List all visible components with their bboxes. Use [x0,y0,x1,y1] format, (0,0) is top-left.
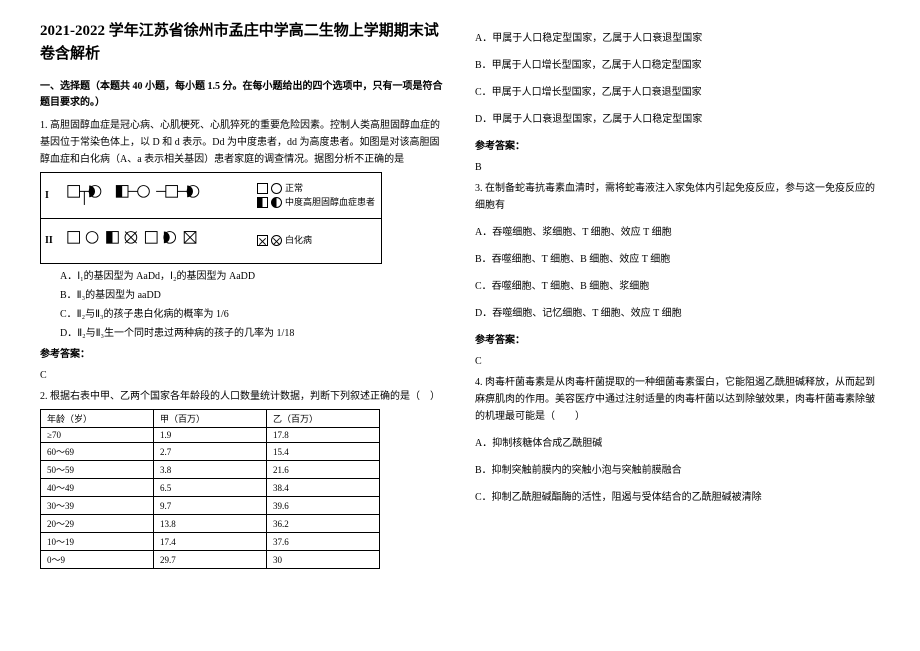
q4-opt-b: B．抑制突触前膜内的突触小泡与突触前膜融合 [475,462,880,479]
exam-page: 2021-2022 学年江苏省徐州市孟庄中学高二生物上学期期末试卷含解析 一、选… [0,0,920,651]
row-label-2: II [45,235,63,246]
q1-answer-label: 参考答案： [40,346,445,363]
table-row: 10～1917.437.6 [41,533,380,551]
q2-opt-a: A．甲属于人口稳定型国家，乙属于人口衰退型国家 [475,30,880,47]
table-row: 20～2913.836.2 [41,515,380,533]
legend-normal: 正常 [285,182,303,195]
table-row: 50～593.821.6 [41,461,380,479]
pedigree-row-1: I [41,173,381,219]
q4-opt-a: A．抑制核糖体合成乙酰胆碱 [475,435,880,452]
q1-stem: 1. 高胆固醇血症是冠心病、心肌梗死、心肌猝死的重要危险因素。控制人类高胆固醇血… [40,117,445,168]
q2-population-table: 年龄（岁） 甲（百万） 乙（百万） ≥701.917.8 60～692.715.… [40,409,380,569]
pedigree-svg-1 [63,175,257,216]
pedigree-svg-2 [63,221,257,262]
q3-opt-b: B．吞噬细胞、T 细胞、B 细胞、效应 T 细胞 [475,251,880,268]
table-row: 0～929.730 [41,551,380,569]
q3-opt-d: D．吞噬细胞、记忆细胞、T 细胞、效应 T 细胞 [475,305,880,322]
q1-options: A．Ⅰ₁的基因型为 AaDd，Ⅰ₂的基因型为 AaDD B．Ⅱ₃的基因型为 aa… [60,268,445,342]
q3-answer-label: 参考答案： [475,332,880,349]
legend-area-1: 正常 中度高胆固醇血症患者 [257,181,377,209]
q1-opt-d: D．Ⅱ₂与Ⅱ₃生一个同时患过两种病的孩子的几率为 1/18 [60,325,445,342]
q3-opt-a: A．吞噬细胞、浆细胞、T 细胞、效应 T 细胞 [475,224,880,241]
q1-answer: C [40,367,445,384]
q2-opt-d: D．甲属于人口衰退型国家，乙属于人口稳定型国家 [475,111,880,128]
pedigree-row-2: II 白化病 [41,219,381,264]
q3-answer: C [475,353,880,370]
table-row: ≥701.917.8 [41,428,380,443]
table-header-row: 年龄（岁） 甲（百万） 乙（百万） [41,410,380,428]
q2-opt-b: B．甲属于人口增长型国家，乙属于人口稳定型国家 [475,57,880,74]
th-country-a: 甲（百万） [154,410,267,428]
legend-mid: 中度高胆固醇血症患者 [285,196,375,209]
legend-albino: 白化病 [285,234,312,247]
right-column: A．甲属于人口稳定型国家，乙属于人口衰退型国家 B．甲属于人口增长型国家，乙属于… [475,20,880,573]
q4-opt-c: C．抑制乙酰胆碱酯酶的活性，阻遏与受体结合的乙酰胆碱被清除 [475,489,880,506]
q2-answer-label: 参考答案： [475,138,880,155]
q1-opt-b: B．Ⅱ₃的基因型为 aaDD [60,287,445,304]
th-age: 年龄（岁） [41,410,154,428]
table-row: 40～496.538.4 [41,479,380,497]
page-title: 2021-2022 学年江苏省徐州市孟庄中学高二生物上学期期末试卷含解析 [40,20,445,65]
row-label-1: I [45,190,63,201]
left-column: 2021-2022 学年江苏省徐州市孟庄中学高二生物上学期期末试卷含解析 一、选… [40,20,445,573]
th-country-b: 乙（百万） [267,410,380,428]
two-column-layout: 2021-2022 学年江苏省徐州市孟庄中学高二生物上学期期末试卷含解析 一、选… [40,20,880,573]
q2-answer: B [475,159,880,176]
table-row: 30～399.739.6 [41,497,380,515]
section-1-heading: 一、选择题（本题共 40 小题，每小题 1.5 分。在每小题给出的四个选项中，只… [40,79,445,111]
q1-opt-a: A．Ⅰ₁的基因型为 AaDd，Ⅰ₂的基因型为 AaDD [60,268,445,285]
q3-stem: 3. 在制备蛇毒抗毒素血清时，需将蛇毒液注入家兔体内引起免疫反应，参与这一免疫反… [475,180,880,214]
q3-opt-c: C．吞噬细胞、T 细胞、B 细胞、浆细胞 [475,278,880,295]
q2-opt-c: C．甲属于人口增长型国家，乙属于人口衰退型国家 [475,84,880,101]
q1-opt-c: C．Ⅱ₂与Ⅱ₃的孩子患白化病的概率为 1/6 [60,306,445,323]
q1-pedigree-figure: I [40,172,382,264]
table-row: 60～692.715.4 [41,443,380,461]
legend-area-2: 白化病 [257,233,377,248]
q4-stem: 4. 肉毒杆菌毒素是从肉毒杆菌提取的一种细菌毒素蛋白，它能阻遏乙酰胆碱释放，从而… [475,374,880,425]
q2-stem: 2. 根据右表中甲、乙两个国家各年龄段的人口数量统计数据，判断下列叙述正确的是（… [40,388,445,405]
